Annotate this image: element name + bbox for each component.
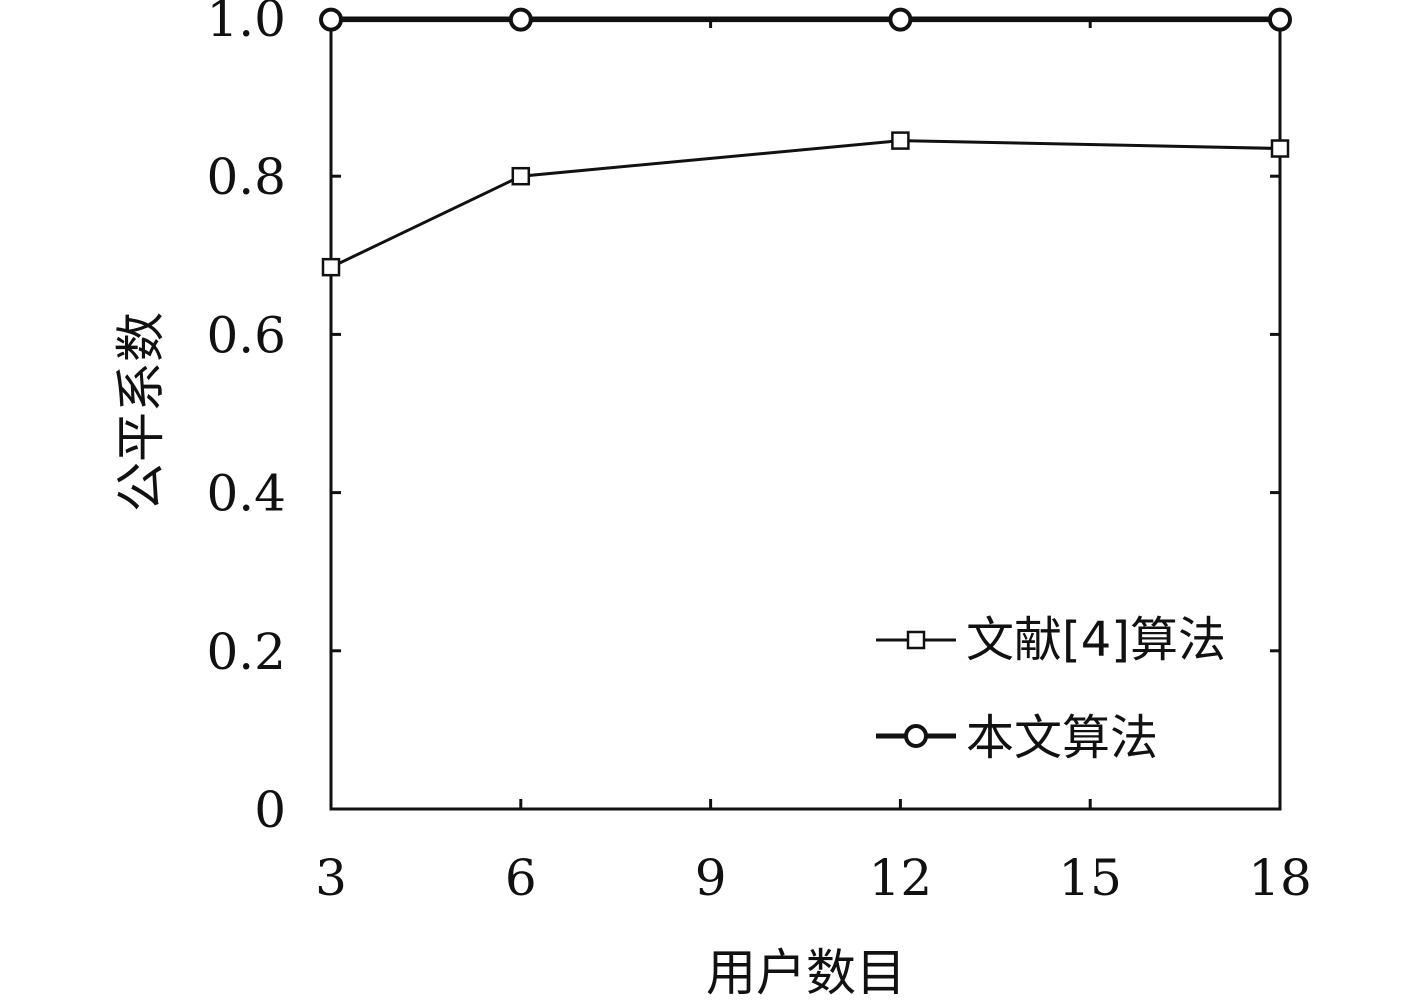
- series-line-0: [330, 139, 1281, 269]
- x-tick-label-1: 6: [505, 849, 537, 907]
- legend-label-ours: 本文算法: [966, 710, 1158, 766]
- data-point-0-3: [1270, 139, 1290, 158]
- x-tick-label-5: 18: [1248, 849, 1312, 907]
- y-tick-label-1: 0.2: [206, 623, 286, 681]
- y-tick-label-5: 1.0: [206, 0, 286, 48]
- legend-marker-circle: [904, 724, 928, 748]
- y-tick-labels: 0 0.2 0.4 0.6 0.8 1.0: [206, 0, 286, 839]
- x-tick-label-4: 15: [1058, 849, 1122, 907]
- series-layer: [319, 7, 1292, 277]
- x-tick-label-2: 9: [695, 849, 727, 907]
- data-point-0-2: [891, 131, 910, 150]
- series-0: [321, 131, 1290, 277]
- y-tick-label-2: 0.4: [206, 465, 286, 523]
- series-1: [319, 7, 1292, 32]
- x-tick-label-3: 12: [869, 849, 933, 907]
- data-point-1-0: [319, 7, 343, 32]
- plot-frame: [329, 16, 1282, 811]
- legend-marker-square: [906, 630, 926, 650]
- data-point-1-3: [1268, 7, 1292, 32]
- data-point-1-2: [888, 7, 913, 32]
- y-tick-label-4: 0.8: [206, 148, 286, 206]
- legend: 文献[4]算法 本文算法: [876, 612, 1226, 766]
- legend-label-ref4: 文献[4]算法: [966, 612, 1226, 668]
- legend-item-ours: 本文算法: [876, 710, 1158, 766]
- y-tick-label-0: 0: [254, 781, 286, 839]
- y-axis-title: 公平系数: [112, 312, 170, 512]
- plot-border: [329, 16, 1282, 811]
- data-point-0-1: [511, 166, 531, 186]
- legend-item-ref4: 文献[4]算法: [876, 612, 1226, 668]
- axis-ticks: [329, 16, 1282, 811]
- data-point-0-0: [321, 257, 341, 277]
- x-tick-label-0: 3: [315, 849, 347, 907]
- x-axis-title: 用户数目: [706, 944, 906, 1002]
- x-tick-labels: 3 6 9 12 15 18: [315, 849, 1312, 907]
- data-point-1-1: [508, 7, 533, 32]
- y-tick-label-3: 0.6: [206, 306, 286, 364]
